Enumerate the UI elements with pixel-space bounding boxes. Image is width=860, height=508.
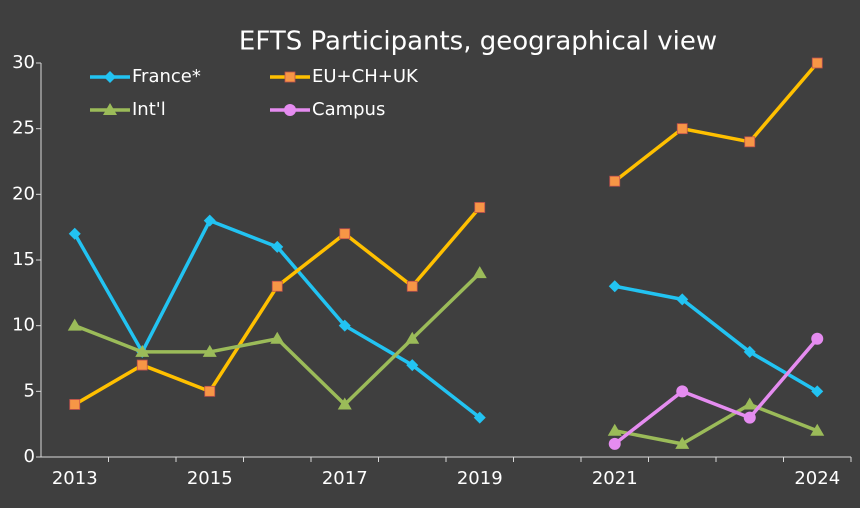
- legend-marker: [103, 103, 117, 115]
- data-point: [67, 318, 82, 331]
- data-point: [203, 214, 216, 227]
- chart-title: EFTS Participants, geographical view: [239, 27, 717, 57]
- data-point: [202, 344, 217, 357]
- legend-marker: [104, 71, 116, 83]
- data-point: [676, 385, 689, 398]
- data-point: [609, 175, 621, 187]
- legend-label: Campus: [312, 99, 385, 120]
- data-point: [675, 436, 690, 449]
- data-point: [608, 437, 621, 450]
- data-point: [69, 399, 81, 410]
- legend-marker: [284, 71, 296, 83]
- x-tick-label: 2019: [457, 468, 503, 489]
- data-point: [405, 331, 420, 344]
- data-point: [676, 293, 689, 306]
- data-point: [811, 332, 824, 345]
- data-point: [473, 411, 486, 424]
- legend-label: Int'l: [132, 99, 166, 120]
- y-tick-label: 25: [12, 118, 35, 139]
- data-point: [338, 319, 351, 332]
- x-tick-label: 2021: [592, 468, 638, 489]
- data-point: [607, 423, 622, 436]
- legend-label: France*: [132, 66, 201, 87]
- data-point: [136, 359, 148, 371]
- data-point: [474, 202, 486, 213]
- y-tick-label: 5: [24, 380, 35, 401]
- data-point: [135, 344, 150, 357]
- data-point: [608, 280, 621, 293]
- data-point: [811, 57, 823, 69]
- data-point: [271, 240, 284, 253]
- x-tick-label: 2013: [52, 468, 98, 489]
- data-point: [271, 280, 283, 292]
- y-tick-label: 0: [24, 446, 35, 467]
- data-point: [743, 411, 756, 424]
- x-tick-label: 2024: [794, 468, 840, 489]
- data-point: [270, 331, 285, 344]
- y-tick-label: 15: [12, 249, 35, 270]
- legend-marker: [284, 104, 296, 116]
- data-point: [406, 359, 419, 372]
- data-point: [204, 385, 216, 397]
- data-point: [406, 280, 418, 292]
- data-point: [742, 397, 757, 410]
- y-tick-label: 10: [12, 315, 35, 336]
- data-point: [743, 345, 756, 358]
- legend-label: EU+CH+UK: [312, 66, 419, 87]
- data-point: [676, 123, 688, 135]
- data-point: [472, 266, 487, 279]
- data-point: [811, 385, 824, 398]
- data-point: [68, 227, 81, 240]
- x-tick-label: 2017: [322, 468, 368, 489]
- x-tick-label: 2015: [187, 468, 233, 489]
- series-line: [613, 337, 819, 446]
- data-point: [337, 397, 352, 410]
- y-tick-label: 30: [12, 52, 35, 73]
- y-tick-label: 20: [12, 183, 35, 204]
- data-point: [339, 228, 351, 240]
- data-point: [744, 136, 756, 148]
- data-point: [810, 423, 825, 436]
